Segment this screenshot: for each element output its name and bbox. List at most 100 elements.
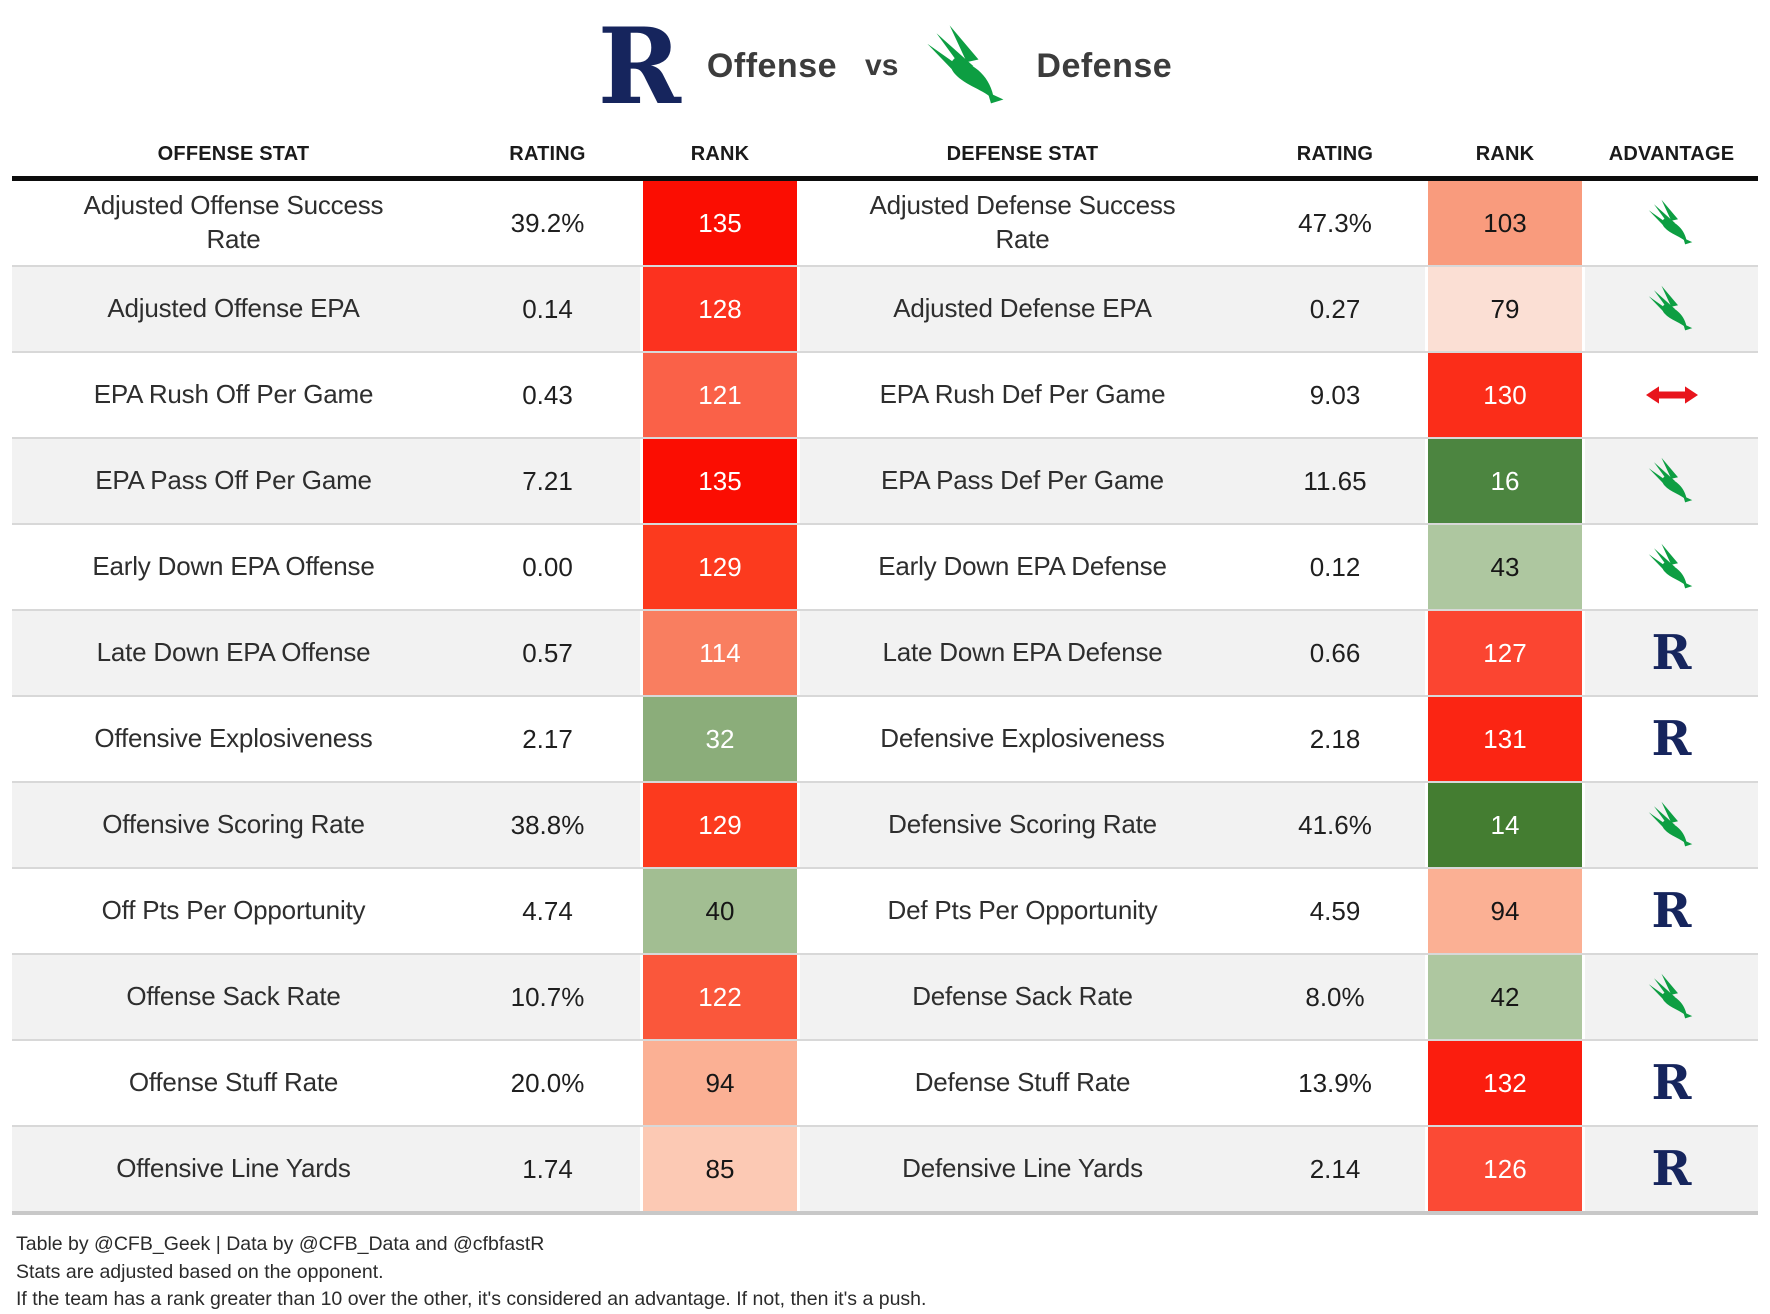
table-row: Adjusted Offense EPA 0.14 128 Adjusted Defe…	[12, 265, 1758, 351]
defense-rating-value: 8.0%	[1245, 955, 1425, 1039]
rice-r-icon: R	[1651, 625, 1692, 681]
offense-stat-cell: Offensive Line Yards	[12, 1127, 455, 1211]
advantage-cell	[1585, 955, 1758, 1039]
advantage-cell	[1585, 267, 1758, 351]
defense-rank-badge: 42	[1425, 955, 1585, 1039]
offense-rank-badge: 122	[640, 955, 800, 1039]
table-row: Early Down EPA Offense 0.00 129 Early Down …	[12, 523, 1758, 609]
table-footnotes: Table by @CFB_Geek | Data by @CFB_Data a…	[16, 1231, 1770, 1314]
col-header-defense-rank: RANK	[1425, 132, 1585, 176]
offense-rank-badge: 128	[640, 267, 800, 351]
defense-stat-cell: EPA Pass Def Per Game	[800, 439, 1245, 523]
north-texas-eagle-icon	[1648, 543, 1692, 589]
defense-stat-label: Late Down EPA Defense	[882, 637, 1163, 668]
offense-rating-value: 7.21	[455, 439, 640, 523]
defense-stat-label: Early Down EPA Defense	[878, 551, 1167, 582]
offense-stat-cell: EPA Pass Off Per Game	[12, 439, 455, 523]
advantage-cell: R	[1585, 1127, 1758, 1211]
offense-rank-badge: 85	[640, 1127, 800, 1211]
defense-rating-value: 0.27	[1245, 267, 1425, 351]
north-texas-eagle-logo	[926, 24, 1010, 108]
defense-rating-value: 13.9%	[1245, 1041, 1425, 1125]
offense-stat-cell: Offensive Explosiveness	[12, 697, 455, 781]
col-header-defense-stat: DEFENSE STAT	[800, 132, 1245, 176]
offense-stat-cell: Adjusted Offense EPA	[12, 267, 455, 351]
defense-stat-label: EPA Pass Def Per Game	[881, 465, 1164, 496]
offense-rating-value: 4.74	[455, 869, 640, 953]
offense-stat-label: Offensive Explosiveness	[94, 723, 373, 754]
offense-stat-label: Off Pts Per Opportunity	[101, 895, 366, 926]
offense-rating-value: 0.14	[455, 267, 640, 351]
offense-rating-value: 1.74	[455, 1127, 640, 1211]
offense-rating-value: 0.43	[455, 353, 640, 437]
table-row: EPA Pass Off Per Game 7.21 135 EPA Pass Def…	[12, 437, 1758, 523]
offense-rank-badge: 129	[640, 525, 800, 609]
table-row: Offensive Line Yards 1.74 85 Defensive Line…	[12, 1125, 1758, 1211]
defense-stat-label: Defense Stuff Rate	[914, 1067, 1131, 1098]
table-row: Offense Stuff Rate 20.0% 94 Defense Stuff R…	[12, 1039, 1758, 1125]
table-row: Off Pts Per Opportunity 4.74 40 Def Pts Per…	[12, 867, 1758, 953]
defense-stat-label: Adjusted Defense Success Rate	[869, 190, 1176, 254]
advantage-cell: R	[1585, 697, 1758, 781]
defense-title: Defense	[1036, 46, 1173, 85]
offense-rating-value: 39.2%	[455, 181, 640, 265]
defense-rank-badge: 14	[1425, 783, 1585, 867]
north-texas-eagle-icon	[1648, 457, 1692, 503]
defense-rating-value: 11.65	[1245, 439, 1425, 523]
defense-rating-value: 0.66	[1245, 611, 1425, 695]
defense-rating-value: 9.03	[1245, 353, 1425, 437]
defense-stat-label: Defense Sack Rate	[912, 981, 1133, 1012]
title-bar: R Offense vs Defense	[0, 0, 1770, 132]
offense-rating-value: 2.17	[455, 697, 640, 781]
defense-stat-cell: Defense Sack Rate	[800, 955, 1245, 1039]
defense-rank-badge: 43	[1425, 525, 1585, 609]
offense-title: Offense	[706, 46, 838, 85]
defense-rank-badge: 16	[1425, 439, 1585, 523]
defense-stat-cell: Defense Stuff Rate	[800, 1041, 1245, 1125]
offense-rank-badge: 94	[640, 1041, 800, 1125]
rice-r-icon: R	[1651, 1141, 1692, 1197]
offense-stat-label: Adjusted Offense Success Rate	[83, 190, 384, 254]
defense-stat-cell: Adjusted Defense EPA	[800, 267, 1245, 351]
offense-stat-cell: Off Pts Per Opportunity	[12, 869, 455, 953]
advantage-cell: R	[1585, 869, 1758, 953]
offense-stat-label: Offense Sack Rate	[126, 981, 341, 1012]
col-header-offense-rating: RATING	[455, 132, 640, 176]
defense-stat-cell: EPA Rush Def Per Game	[800, 353, 1245, 437]
defense-stat-cell: Adjusted Defense Success Rate	[800, 181, 1245, 265]
table-row: Offense Sack Rate 10.7% 122 Defense Sack Ra…	[12, 953, 1758, 1039]
offense-rank-badge: 135	[640, 181, 800, 265]
defense-stat-label: Defensive Explosiveness	[880, 723, 1165, 754]
defense-stat-cell: Defensive Explosiveness	[800, 697, 1245, 781]
defense-stat-cell: Defensive Scoring Rate	[800, 783, 1245, 867]
defense-stat-label: Defensive Line Yards	[902, 1153, 1143, 1184]
defense-stat-label: EPA Rush Def Per Game	[879, 379, 1166, 410]
defense-stat-cell: Early Down EPA Defense	[800, 525, 1245, 609]
offense-rank-badge: 40	[640, 869, 800, 953]
defense-rating-value: 2.18	[1245, 697, 1425, 781]
advantage-cell: R	[1585, 611, 1758, 695]
rice-r-icon: R	[1651, 711, 1692, 767]
advantage-cell: R	[1585, 1041, 1758, 1125]
advantage-rule-note: If the team has a rank greater than 10 o…	[16, 1288, 927, 1311]
defense-stat-label: Def Pts Per Opportunity	[887, 895, 1158, 926]
rice-r-icon: R	[1651, 1055, 1692, 1111]
eagle-icon	[927, 25, 1004, 104]
defense-rating-value: 0.12	[1245, 525, 1425, 609]
defense-stat-label: Defensive Scoring Rate	[888, 809, 1157, 840]
offense-stat-cell: Offense Stuff Rate	[12, 1041, 455, 1125]
col-header-offense-stat: OFFENSE STAT	[12, 132, 455, 176]
defense-rank-badge: 127	[1425, 611, 1585, 695]
offense-stat-label: EPA Pass Off Per Game	[95, 465, 372, 496]
offense-rating-value: 38.8%	[455, 783, 640, 867]
offense-stat-label: Offensive Scoring Rate	[102, 809, 365, 840]
vs-label: vs	[865, 49, 899, 82]
defense-stat-cell: Defensive Line Yards	[800, 1127, 1245, 1211]
defense-rank-badge: 126	[1425, 1127, 1585, 1211]
offense-stat-label: Late Down EPA Offense	[96, 637, 371, 668]
offense-stat-cell: Offensive Scoring Rate	[12, 783, 455, 867]
advantage-cell	[1585, 525, 1758, 609]
table-row: Adjusted Offense Success Rate 39.2% 135 Adj…	[12, 181, 1758, 265]
offense-rating-value: 10.7%	[455, 955, 640, 1039]
defense-rank-badge: 103	[1425, 181, 1585, 265]
